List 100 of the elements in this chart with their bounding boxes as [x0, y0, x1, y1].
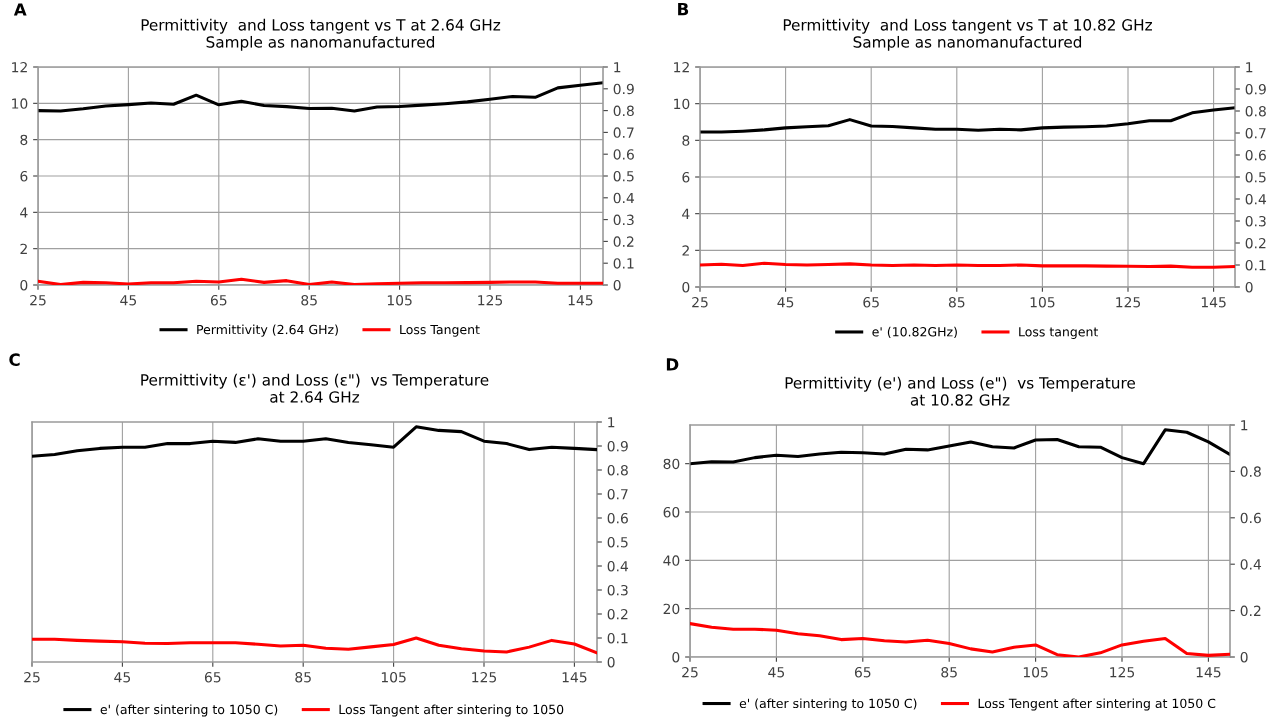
x-tick-label: 85 [301, 294, 317, 306]
y-tick-label: 0 [682, 281, 690, 293]
y2-tick-label: 0 [1245, 281, 1253, 293]
x-tick-label: 25 [682, 666, 698, 678]
y2-tick-label: 0.7 [1245, 127, 1266, 139]
y2-tick-label: 0 [607, 656, 615, 668]
y2-tick-label: 0.3 [1245, 215, 1266, 227]
x-tick-label: 65 [210, 294, 227, 306]
line-series [700, 106, 1235, 134]
x-tick-label: 25 [24, 671, 40, 683]
x-tick-label: 25 [30, 294, 46, 306]
y-tick-label: 40 [663, 555, 680, 566]
y2-tick-label: 1 [1246, 62, 1253, 73]
y2-tick-label: 0.4 [1245, 193, 1267, 205]
x-tick-label: 45 [120, 295, 137, 306]
y-tick-label: 20 [663, 603, 680, 615]
y2-tick-label: 1 [1241, 420, 1248, 431]
x-tick-label: 105 [1023, 666, 1048, 678]
chart-title: Permittivity (ε') and Loss (ε") vs Temperature at 2.64 GHz [141, 373, 489, 403]
y-tick-label: 0 [672, 651, 680, 663]
y2-tick-label: 0.7 [607, 488, 628, 500]
y-tick-label: 0 [20, 279, 28, 291]
y2-tick-label: 0.3 [607, 584, 628, 596]
y-tick-label: 80 [663, 458, 680, 470]
chart-title: Permittivity and Loss tangent vs T at 10.82 GHz Sample as nanomanufactured [783, 18, 1152, 51]
y2-tick-label: 0.6 [607, 512, 628, 524]
y-tick-label: 6 [20, 170, 28, 182]
text: A [13, 3, 27, 16]
y2-tick-label: 0.2 [607, 608, 628, 620]
x-tick-label: 65 [854, 666, 871, 678]
legend-label: Loss tangent [1019, 327, 1099, 339]
y2-tick-label: 0.8 [613, 105, 634, 117]
y2-tick-label: 0.2 [613, 236, 634, 247]
legend-label: Loss Tangent [400, 324, 480, 337]
y-tick-label: 8 [682, 135, 690, 146]
x-tick-label: 125 [472, 671, 497, 683]
x-tick-label: 105 [381, 671, 406, 683]
y2-tick-label: 0.8 [607, 464, 628, 476]
y2-tick-label: 0.4 [607, 560, 629, 572]
text: C [9, 353, 20, 366]
y2-tick-label: 0.5 [607, 536, 628, 548]
legend-label: e' (10.82GHz) [872, 326, 957, 338]
y2-tick-label: 0.4 [613, 192, 635, 204]
chart-title: Permittivity (e') and Loss (e") vs Temperature at 10.82 GHz [785, 376, 1135, 406]
chart-title: Permittivity and Loss tangent vs T at 2.64 GHz Sample as nanomanufactured [141, 18, 501, 51]
y2-tick-label: 1 [614, 62, 621, 73]
legend-label: Loss Tengent after sintering at 1050 C [978, 698, 1216, 711]
y-tick-label: 12 [12, 61, 27, 73]
y2-tick-label: 0.3 [613, 214, 634, 226]
legend-label: Loss Tangent after sintering to 1050 [339, 704, 564, 717]
x-tick-label: 85 [941, 666, 957, 678]
y2-tick-label: 0.1 [1245, 259, 1266, 271]
x-tick-label: 85 [295, 671, 311, 683]
line-series [32, 636, 597, 655]
text: B [678, 2, 689, 16]
y-tick-label: 4 [20, 207, 28, 218]
y2-tick-label: 0.1 [613, 258, 634, 269]
x-tick-label: 125 [1110, 666, 1135, 678]
y2-tick-label: 0.8 [1245, 105, 1266, 117]
y2-tick-label: 0.6 [613, 149, 634, 160]
x-tick-label: 145 [562, 672, 587, 683]
x-tick-label: 125 [1116, 296, 1141, 308]
y2-tick-label: 0.9 [607, 440, 628, 452]
y2-tick-label: 0.8 [1240, 466, 1261, 477]
y2-tick-label: 0.2 [1245, 237, 1266, 249]
y2-tick-label: 0.4 [1240, 559, 1262, 570]
y2-tick-label: 0.5 [613, 170, 634, 182]
x-tick-label: 45 [777, 297, 794, 308]
x-tick-label: 25 [692, 296, 708, 308]
y-tick-label: 10 [12, 98, 28, 109]
y-tick-label: 12 [674, 61, 689, 73]
y-tick-label: 2 [20, 243, 27, 254]
y2-tick-label: 0.6 [1245, 149, 1266, 161]
line-series [38, 81, 603, 113]
y-tick-label: 10 [674, 98, 690, 110]
x-tick-label: 85 [948, 296, 965, 308]
line-series [32, 425, 597, 458]
x-tick-label: 145 [568, 295, 593, 306]
legend-label: Permittivity (2.64 GHz) [197, 324, 338, 337]
x-tick-label: 65 [204, 671, 221, 683]
x-tick-label: 145 [1196, 667, 1221, 678]
x-tick-label: 105 [1030, 296, 1055, 308]
line-series [690, 428, 1230, 466]
text: D [666, 358, 679, 371]
legend-label: e' (after sintering to 1050 C) [100, 704, 278, 717]
x-tick-label: 125 [478, 294, 503, 306]
y2-tick-label: 0.5 [1245, 171, 1266, 183]
y2-tick-label: 0.7 [613, 127, 634, 138]
y2-tick-label: 0.2 [1240, 605, 1261, 617]
y-tick-label: 8 [20, 134, 28, 146]
y2-tick-label: 0 [1240, 651, 1248, 663]
x-tick-label: 145 [1201, 297, 1226, 308]
legend-label: e' (after sintering to 1050 C) [739, 698, 917, 711]
y2-tick-label: 1 [608, 417, 615, 428]
x-tick-label: 65 [863, 296, 879, 308]
x-tick-label: 105 [387, 294, 412, 306]
x-tick-label: 45 [768, 667, 785, 678]
y-tick-label: 6 [682, 171, 690, 183]
y2-tick-label: 0.9 [613, 83, 634, 95]
y-tick-label: 2 [682, 245, 689, 256]
